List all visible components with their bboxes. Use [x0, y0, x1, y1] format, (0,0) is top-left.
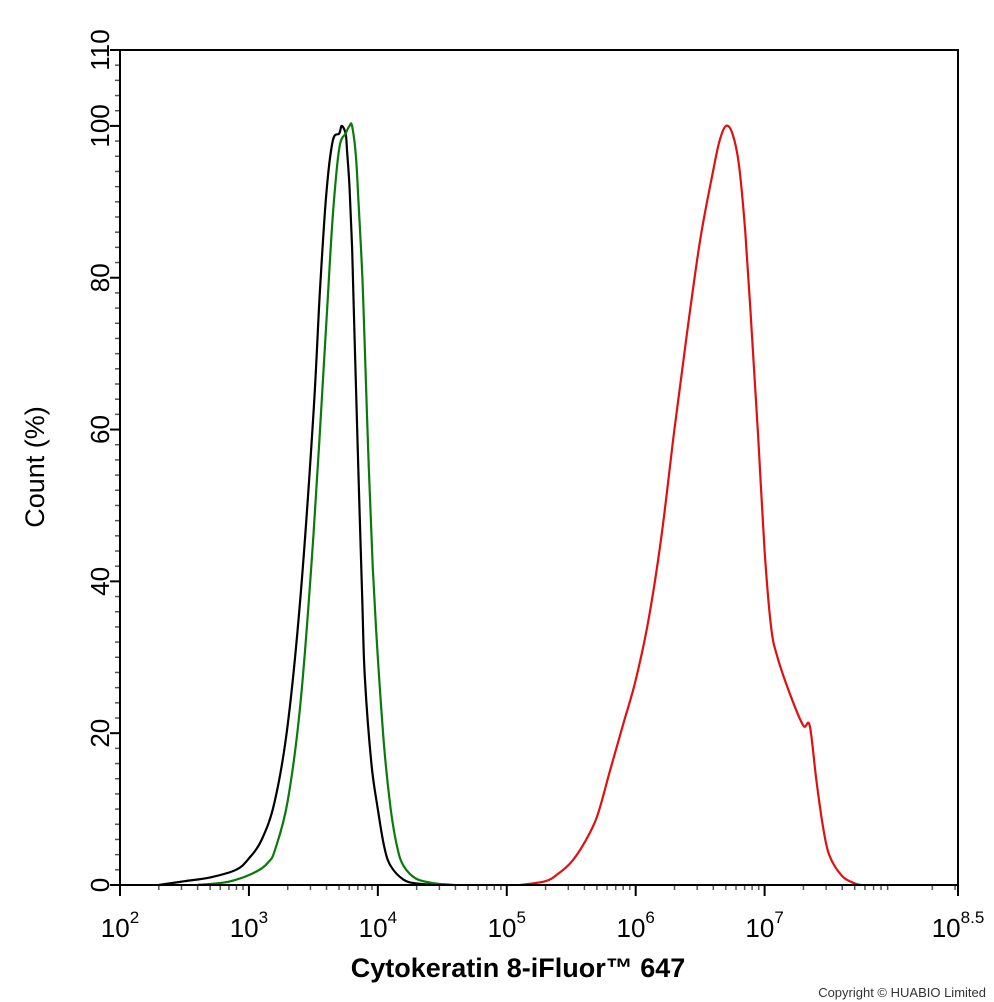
y-tick-label: 40: [85, 567, 115, 596]
x-tick-label: 107: [745, 908, 783, 943]
x-tick-labels: 102 103 104 105 106 107 108.5: [101, 908, 984, 943]
minor-ticks: [115, 64, 956, 890]
x-tick-label: 108.5: [932, 908, 985, 943]
x-tick-label: 102: [101, 908, 139, 943]
plot-frame: [119, 49, 959, 886]
major-ticks: [110, 49, 959, 896]
series-line-3: [519, 124, 862, 887]
y-tick-label: 100: [85, 104, 115, 147]
x-tick-label: 106: [616, 908, 654, 943]
copyright-notice: Copyright © HUABIO Limited: [818, 985, 986, 1000]
y-tick-label: 80: [85, 263, 115, 292]
series-line-2: [197, 122, 456, 887]
y-tick-label: 20: [85, 719, 115, 748]
y-tick-label: 0: [85, 878, 115, 892]
y-tick-label: 110: [85, 29, 115, 70]
x-tick-label: 104: [359, 908, 397, 943]
x-axis-title: Cytokeratin 8-iFluor™ 647: [351, 953, 686, 983]
series-line-1: [158, 124, 436, 887]
x-tick-label: 103: [230, 908, 268, 943]
y-tick-label: 60: [85, 415, 115, 444]
x-tick-label: 105: [488, 908, 526, 943]
series-layer: [158, 122, 862, 887]
y-tick-labels: 0 20 40 60 80 100 110: [85, 29, 115, 892]
y-axis-title: Count (%): [20, 406, 50, 528]
